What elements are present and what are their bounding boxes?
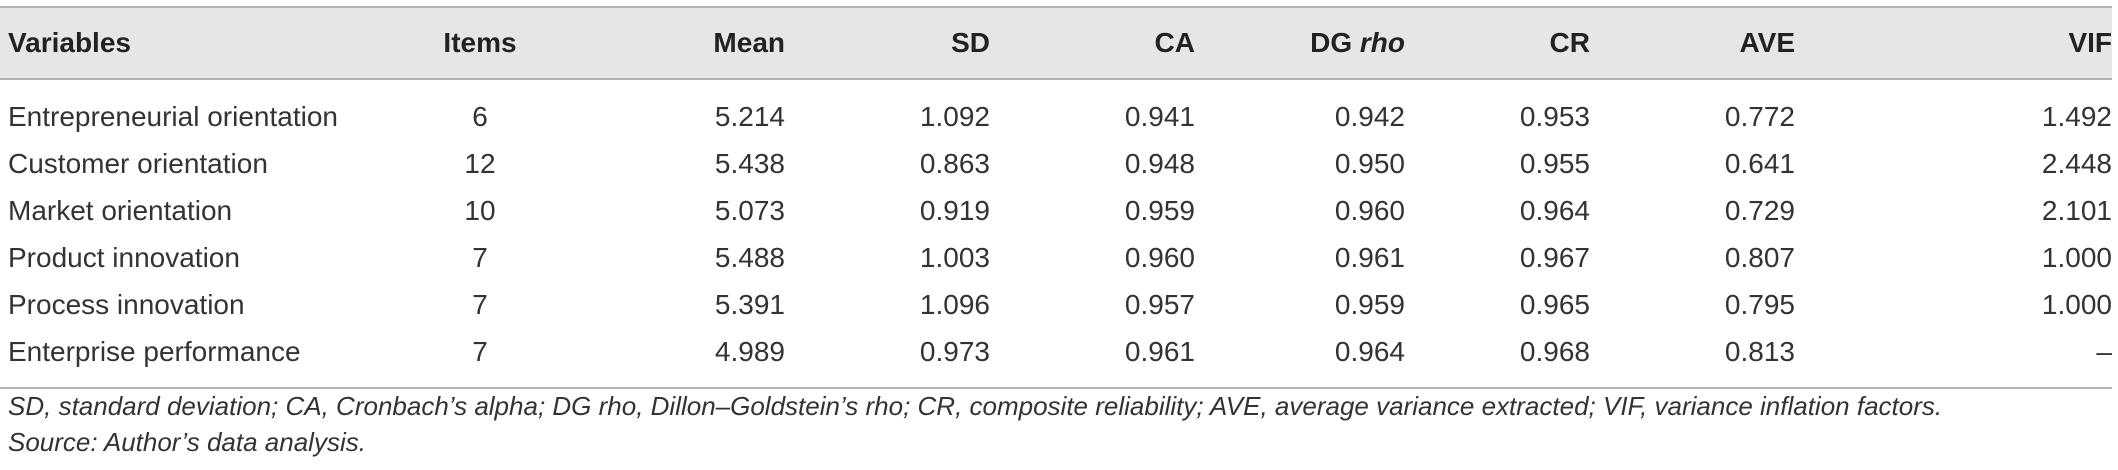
cell-vif: 1.492 bbox=[2041, 101, 2112, 132]
header-cr: CR bbox=[1405, 6, 1590, 80]
cell-cr: 0.953 bbox=[1519, 101, 1590, 132]
cell-ca: 0.957 bbox=[1124, 288, 1195, 320]
cell-variable: Product innovation bbox=[8, 241, 240, 273]
header-mean: Mean bbox=[560, 6, 785, 80]
header-dg-prefix: DG bbox=[1310, 27, 1353, 58]
cell-mean: 5.214 bbox=[714, 101, 785, 132]
table-row: Enterprise performance 7 4.989 0.973 0.961 0.… bbox=[0, 328, 2112, 389]
cell-cr: 0.955 bbox=[1519, 147, 1590, 179]
cell-ave: 0.795 bbox=[1724, 288, 1795, 320]
cell-ave: 0.641 bbox=[1724, 147, 1795, 179]
cell-mean: 5.438 bbox=[714, 147, 785, 179]
cell-mean: 5.391 bbox=[714, 288, 785, 320]
cell-ave: 0.772 bbox=[1724, 101, 1795, 132]
statistics-table: Variables Items Mean SD CA DG rho CR AVE… bbox=[0, 6, 2112, 389]
cell-ca: 0.961 bbox=[990, 328, 1195, 389]
footnote-abbreviations: SD, standard deviation; CA, Cronbach’s a… bbox=[8, 391, 1943, 421]
header-items: Items bbox=[400, 6, 560, 80]
cell-variable: Entrepreneurial orientation bbox=[8, 101, 338, 132]
cell-ave: 0.807 bbox=[1724, 241, 1795, 273]
header-variables: Variables bbox=[0, 6, 400, 80]
cell-sd: 1.092 bbox=[919, 101, 990, 132]
table-row: Process innovation 7 5.391 1.096 0.957 0.959 0… bbox=[0, 281, 2112, 328]
header-ave: AVE bbox=[1590, 6, 1795, 80]
cell-sd: 1.096 bbox=[919, 288, 990, 320]
header-dg-rho-italic: rho bbox=[1359, 27, 1405, 58]
cell-sd: 1.003 bbox=[919, 241, 990, 273]
cell-items: 7 bbox=[400, 328, 560, 389]
table-header-row: Variables Items Mean SD CA DG rho CR AVE… bbox=[0, 6, 2112, 80]
cell-vif: 2.448 bbox=[2041, 147, 2112, 179]
cell-ca: 0.948 bbox=[1124, 147, 1195, 179]
cell-items: 7 bbox=[472, 288, 488, 320]
cell-ca: 0.959 bbox=[1124, 194, 1195, 226]
cell-mean: 4.989 bbox=[560, 328, 785, 389]
header-ca: CA bbox=[990, 6, 1195, 80]
cell-mean: 5.488 bbox=[714, 241, 785, 273]
cell-vif: – bbox=[1795, 328, 2112, 389]
cell-ca: 0.960 bbox=[1124, 241, 1195, 273]
cell-mean: 5.073 bbox=[714, 194, 785, 226]
cell-items: 10 bbox=[464, 194, 496, 226]
cell-items: 6 bbox=[472, 101, 488, 132]
cell-sd: 0.863 bbox=[919, 147, 990, 179]
header-dg-rho: DG rho bbox=[1195, 6, 1405, 80]
table-row: Market orientation 10 5.073 0.919 0.959 0.960… bbox=[0, 187, 2112, 234]
table-body: Entrepreneurial orientation 6 5.214 1.092 0.… bbox=[0, 79, 2112, 389]
cell-vif: 2.101 bbox=[2041, 194, 2112, 226]
cell-sd: 0.919 bbox=[919, 194, 990, 226]
cell-dg-rho: 0.964 bbox=[1195, 328, 1405, 389]
cell-ave: 0.729 bbox=[1724, 194, 1795, 226]
cell-variable: Process innovation bbox=[8, 288, 245, 320]
cell-dg-rho: 0.942 bbox=[1334, 101, 1405, 132]
header-sd: SD bbox=[785, 6, 990, 80]
table-row: Customer orientation 12 5.438 0.863 0.948 0.9… bbox=[0, 140, 2112, 187]
cell-sd: 0.973 bbox=[785, 328, 990, 389]
cell-variable: Customer orientation bbox=[8, 147, 268, 179]
table-row: Entrepreneurial orientation 6 5.214 1.092 0.… bbox=[0, 79, 2112, 140]
cell-dg-rho: 0.961 bbox=[1334, 241, 1405, 273]
table-row: Product innovation 7 5.488 1.003 0.960 0.961 0… bbox=[0, 234, 2112, 281]
cell-cr: 0.967 bbox=[1519, 241, 1590, 273]
cell-variable: Market orientation bbox=[8, 194, 233, 226]
cell-vif: 1.000 bbox=[2041, 241, 2112, 273]
cell-dg-rho: 0.960 bbox=[1334, 194, 1405, 226]
cell-cr: 0.968 bbox=[1405, 328, 1590, 389]
cell-items: 12 bbox=[464, 147, 496, 179]
header-vif: VIF bbox=[1795, 6, 2112, 80]
cell-ca: 0.941 bbox=[1124, 101, 1195, 132]
footnote-source: Source: Author’s data analysis. bbox=[8, 427, 366, 457]
cell-dg-rho: 0.959 bbox=[1334, 288, 1405, 320]
cell-dg-rho: 0.950 bbox=[1334, 147, 1405, 179]
cell-variable: Enterprise performance bbox=[0, 328, 400, 389]
cell-cr: 0.964 bbox=[1519, 194, 1590, 226]
cell-vif: 1.000 bbox=[2041, 288, 2112, 320]
cell-ave: 0.813 bbox=[1590, 328, 1795, 389]
table-footnote: SD, standard deviation; CA, Cronbach’s a… bbox=[8, 388, 1942, 460]
cell-items: 7 bbox=[472, 241, 488, 273]
cell-cr: 0.965 bbox=[1519, 288, 1590, 320]
